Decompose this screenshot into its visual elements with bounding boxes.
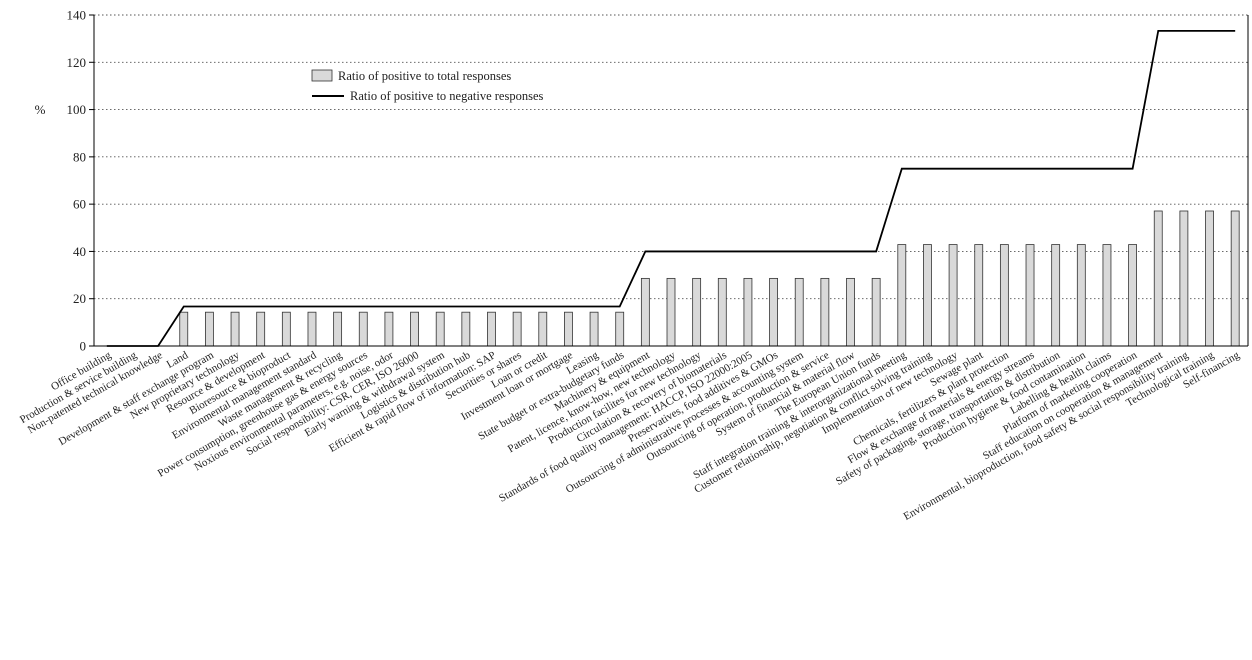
bar (1205, 210, 1214, 347)
bar (717, 277, 727, 347)
bar (307, 311, 317, 347)
bar (589, 311, 599, 347)
bar (1153, 210, 1163, 347)
bar (999, 244, 1009, 347)
bar (435, 311, 445, 347)
y-tick-label: 60 (73, 197, 86, 212)
y-tick-label: 20 (73, 291, 86, 306)
series-line (106, 29, 1236, 347)
bar (1179, 210, 1189, 347)
bar (384, 311, 394, 347)
bar (846, 277, 855, 347)
bar (410, 311, 419, 347)
legend-label-bar: Ratio of positive to total responses (338, 69, 511, 83)
line-series (106, 29, 1236, 347)
bar (923, 244, 932, 347)
y-tick-labels: 0 20 40 60 80 100 120 140 (67, 8, 87, 354)
bar (897, 244, 907, 347)
bar (487, 311, 496, 347)
y-tick-label: 0 (80, 339, 87, 354)
bar (333, 311, 343, 347)
bar (640, 277, 650, 347)
gridlines (94, 14, 1248, 300)
bar (1128, 244, 1137, 347)
bar (794, 277, 804, 347)
legend: Ratio of positive to total responses Rat… (311, 69, 544, 103)
bar (1025, 244, 1035, 347)
bar (769, 277, 778, 347)
y-axis-label: % (35, 102, 46, 117)
axes (89, 14, 1249, 347)
legend-swatch-bar (311, 69, 333, 82)
bar (820, 277, 830, 347)
bar (230, 311, 240, 347)
bar (461, 311, 471, 347)
bar (1230, 210, 1240, 347)
bar (1102, 244, 1112, 347)
bar (1076, 244, 1086, 347)
x-tick-label: Production & service building (18, 349, 140, 426)
bar (204, 311, 214, 347)
y-tick-label: 120 (67, 55, 87, 70)
bar (948, 244, 958, 347)
y-tick-label: 100 (67, 102, 87, 117)
bar (666, 277, 676, 347)
y-tick-label: 40 (73, 244, 86, 259)
y-tick-label: 140 (67, 8, 87, 23)
bar (615, 311, 625, 347)
bar (974, 244, 984, 347)
bar (564, 311, 573, 347)
bar (692, 277, 702, 347)
bar (179, 311, 189, 347)
bar (538, 311, 548, 347)
y-tick-label: 80 (73, 149, 86, 164)
bar-series (179, 210, 1240, 347)
bar (871, 277, 881, 347)
bar (358, 311, 368, 347)
bar (743, 277, 753, 347)
bar (1051, 244, 1061, 347)
bar (281, 311, 291, 347)
bar (256, 311, 266, 347)
bar (512, 311, 522, 347)
legend-label-line: Ratio of positive to negative responses (350, 89, 544, 103)
